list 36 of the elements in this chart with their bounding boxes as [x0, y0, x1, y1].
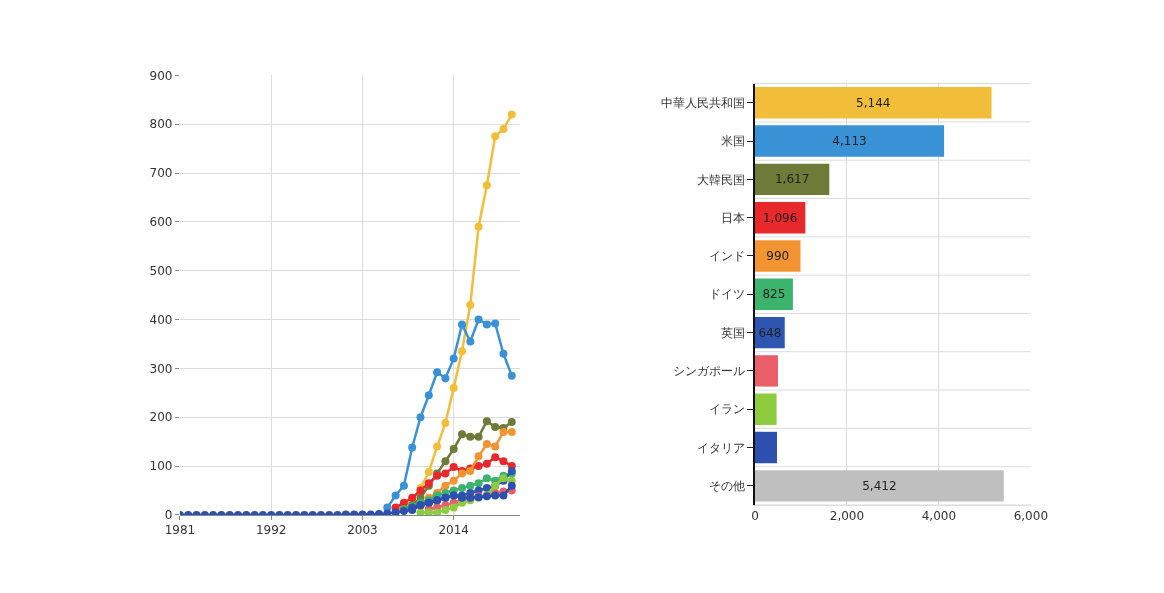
- y-tick-label: シンガポール: [672, 364, 745, 379]
- x-tick-label: 6,000: [1013, 509, 1049, 524]
- y-tick-label: 中華人民共和国: [660, 95, 745, 110]
- x-tick-label: 2,000: [829, 509, 865, 524]
- y-tick-label: 英国: [720, 325, 745, 340]
- x-tick-label: 1981: [164, 523, 196, 538]
- y-tick-label: インド: [708, 249, 745, 264]
- y-tick-label: 米国: [720, 134, 745, 149]
- y-tick-label: 600: [149, 215, 173, 230]
- y-tick-label: 500: [149, 263, 173, 278]
- data-label: 5,412: [862, 478, 897, 493]
- y-tick-label: ドイツ: [708, 287, 745, 302]
- data-label: 1,617: [774, 172, 810, 187]
- y-tick-label: 400: [149, 312, 173, 327]
- y-tick-label: 300: [149, 361, 173, 376]
- data-label: 648: [758, 325, 782, 340]
- x-tick-label: 4,000: [921, 509, 957, 524]
- y-tick-label: 800: [149, 117, 173, 132]
- y-tick-label: イラン: [708, 402, 745, 417]
- x-tick-label: 1992: [255, 523, 287, 538]
- data-label: 4,113: [832, 134, 867, 149]
- y-tick-label: 100: [149, 459, 173, 474]
- data-label: 825: [762, 287, 786, 302]
- y-tick-label: その他: [708, 479, 745, 494]
- x-tick-label: 2014: [438, 523, 469, 538]
- y-tick-label: 200: [149, 410, 173, 425]
- x-tick-label: 0: [751, 509, 759, 524]
- x-tick-label: 2003: [347, 523, 378, 538]
- y-tick-label: イタリア: [696, 440, 745, 455]
- data-label: 1,096: [762, 210, 798, 225]
- data-label: 990: [766, 248, 790, 263]
- y-tick-label: 900: [149, 68, 173, 83]
- y-tick-label: 大韓民国: [696, 172, 745, 187]
- data-label: 5,144: [856, 95, 891, 110]
- y-tick-label: 日本: [720, 210, 745, 225]
- y-tick-label: 700: [149, 166, 173, 181]
